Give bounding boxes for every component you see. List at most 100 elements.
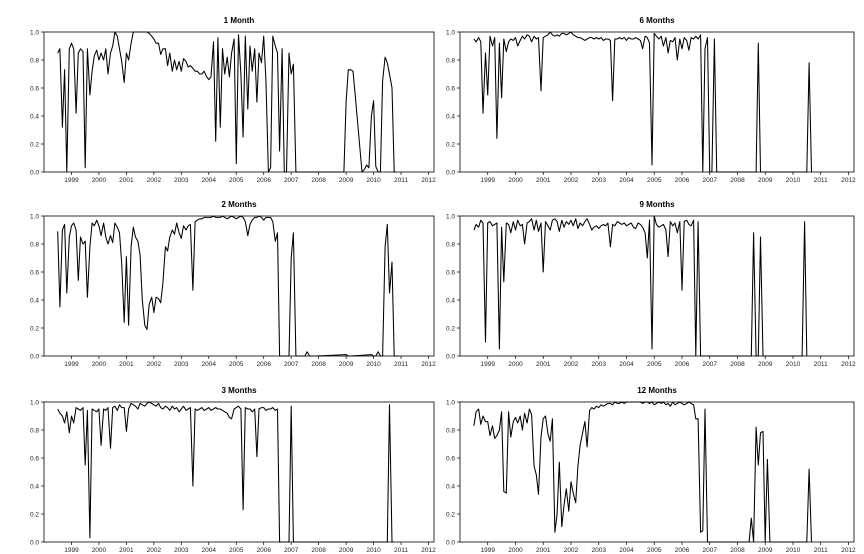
- y-tick-label: 0.0: [30, 169, 39, 176]
- y-tick-label: 0.0: [446, 169, 455, 176]
- x-tick-label: 1999: [64, 361, 79, 368]
- x-tick-label: 2005: [647, 177, 662, 184]
- x-tick-label: 2011: [394, 361, 408, 368]
- panel-9-months: 9 Months 0.0 0.2 0.4 0.6 0.8 1.0 1999 2000 2001 20…: [446, 200, 856, 368]
- x-tick-label: 2007: [284, 547, 299, 554]
- y-tick-label: 0.2: [30, 141, 39, 148]
- x-tick-label: 2012: [841, 361, 856, 368]
- x-tick-label: 2007: [284, 361, 299, 368]
- x-tick-label: 2003: [174, 361, 189, 368]
- y-tick-label: 0.8: [30, 57, 39, 64]
- x-tick-label: 2006: [256, 547, 271, 554]
- panel-1-month: 1 Month 0.0 0.2 0.4 0.6 0.8 1.0 1999 2000 2001 200…: [30, 16, 436, 184]
- x-tick-label: 2009: [339, 547, 354, 554]
- panel-title: 2 Months: [221, 200, 257, 209]
- x-tick-label: 2011: [814, 361, 828, 368]
- x-tick-label: 2003: [591, 361, 606, 368]
- panel-3-months: 3 Months 0.0 0.2 0.4 0.6 0.8 1.0 1999 2000 2001 20…: [30, 386, 436, 554]
- x-tick-label: 2006: [675, 361, 690, 368]
- y-tick-label: 0.0: [30, 539, 39, 546]
- x-tick-label: 2010: [366, 361, 381, 368]
- y-tick-label: 0.0: [30, 353, 39, 360]
- y-tick-label: 0.8: [446, 427, 455, 434]
- x-tick-label: 2004: [619, 177, 634, 184]
- x-tick-label: 2011: [394, 177, 408, 184]
- x-tick-label: 2001: [119, 177, 134, 184]
- panel-12-months: 12 Months 0.0 0.2 0.4 0.6 0.8 1.0 1999 2000 2001 2…: [446, 386, 856, 554]
- x-tick-label: 2005: [647, 547, 662, 554]
- x-tick-label: 2009: [758, 547, 773, 554]
- y-tick-label: 1.0: [30, 29, 39, 36]
- x-tick-label: 2008: [730, 361, 745, 368]
- x-tick-label: 2004: [619, 547, 634, 554]
- panel-title: 6 Months: [639, 16, 675, 25]
- panel-2-months: 2 Months 0.0 0.2 0.4 0.6 0.8 1.0 1999 2000 2001 20…: [30, 200, 436, 368]
- y-tick-label: 0.4: [446, 297, 455, 304]
- plot-frame: [459, 31, 855, 173]
- x-tick-label: 2003: [591, 547, 606, 554]
- x-tick-label: 2003: [591, 177, 606, 184]
- y-tick-label: 0.6: [30, 455, 39, 462]
- y-tick-label: 0.4: [30, 297, 39, 304]
- x-tick-label: 2011: [814, 177, 828, 184]
- series-line: [473, 215, 808, 357]
- x-tick-label: 2008: [311, 177, 326, 184]
- y-tick-label: 0.4: [446, 483, 455, 490]
- x-tick-label: 1999: [64, 547, 79, 554]
- x-tick-label: 2009: [339, 177, 354, 184]
- x-tick-label: 2001: [119, 361, 134, 368]
- x-tick-label: 2000: [92, 547, 107, 554]
- x-tick-label: 2005: [229, 361, 244, 368]
- x-tick-label: 2003: [174, 177, 189, 184]
- x-tick-label: 1999: [481, 547, 496, 554]
- x-tick-label: 2000: [508, 547, 523, 554]
- y-tick-label: 0.4: [30, 483, 39, 490]
- x-tick-label: 2004: [202, 547, 217, 554]
- x-tick-label: 2006: [256, 177, 271, 184]
- y-tick-label: 0.4: [30, 113, 39, 120]
- y-tick-label: 0.2: [30, 325, 39, 332]
- x-tick-label: 1999: [481, 177, 496, 184]
- x-tick-label: 2000: [92, 177, 107, 184]
- x-tick-label: 1999: [64, 177, 79, 184]
- panel-title: 12 Months: [637, 386, 677, 395]
- x-tick-label: 2011: [394, 547, 408, 554]
- x-tick-label: 2011: [814, 547, 828, 554]
- plot-frame: [459, 401, 855, 543]
- panel-title: 9 Months: [639, 200, 675, 209]
- x-tick-label: 2002: [147, 361, 162, 368]
- x-tick-label: 2000: [508, 177, 523, 184]
- panel-title: 1 Month: [224, 16, 255, 25]
- series-line: [57, 31, 397, 173]
- x-tick-label: 2012: [421, 177, 436, 184]
- x-tick-label: 2006: [675, 177, 690, 184]
- x-tick-label: 2008: [311, 547, 326, 554]
- x-tick-label: 2006: [675, 547, 690, 554]
- x-tick-label: 2012: [841, 547, 856, 554]
- x-tick-label: 2000: [92, 361, 107, 368]
- y-tick-label: 0.8: [30, 241, 39, 248]
- series-line: [473, 31, 813, 173]
- y-tick-label: 0.8: [446, 241, 455, 248]
- x-tick-label: 2010: [786, 361, 801, 368]
- series-line: [57, 215, 399, 357]
- x-tick-label: 2009: [758, 361, 773, 368]
- x-tick-label: 2008: [311, 361, 326, 368]
- y-tick-label: 0.6: [446, 85, 455, 92]
- x-tick-label: 2001: [536, 547, 551, 554]
- x-tick-label: 2012: [841, 177, 856, 184]
- panel-6-months: 6 Months 0.0 0.2 0.4 0.6 0.8 1.0 1999 2000 2001 20…: [446, 16, 856, 184]
- series-line: [473, 401, 813, 543]
- x-tick-label: 2001: [119, 547, 134, 554]
- x-tick-label: 2009: [339, 361, 354, 368]
- y-tick-label: 1.0: [446, 29, 455, 36]
- x-tick-label: 2010: [786, 547, 801, 554]
- plot-frame: [43, 215, 435, 357]
- x-tick-label: 2005: [229, 177, 244, 184]
- y-tick-label: 1.0: [30, 213, 39, 220]
- x-tick-label: 2002: [564, 547, 579, 554]
- x-tick-label: 2010: [366, 547, 381, 554]
- y-tick-label: 0.8: [446, 57, 455, 64]
- x-tick-label: 1999: [481, 361, 496, 368]
